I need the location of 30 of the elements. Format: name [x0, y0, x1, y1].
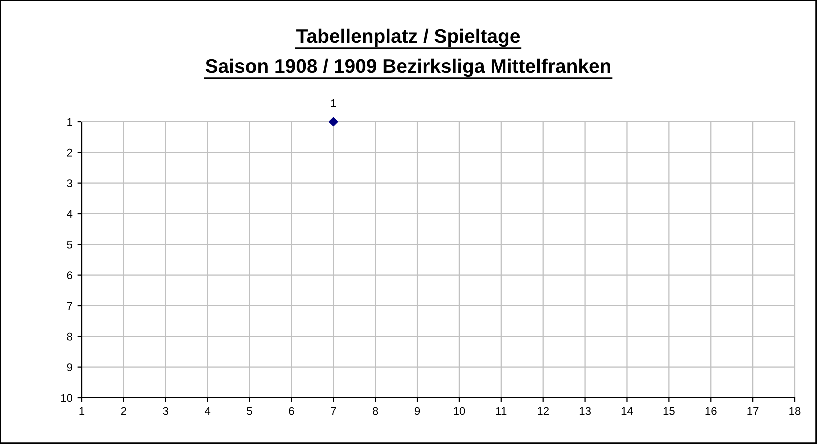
x-tick-label: 18	[790, 407, 801, 416]
y-tick-label: 8	[67, 332, 72, 341]
x-tick-label: 8	[372, 407, 378, 416]
x-tick-label: 17	[748, 407, 759, 416]
chart-title: Tabellenplatz / Spieltage Saison 1908 / 1909 Bezirksliga Mittelfranken	[206, 28, 610, 78]
x-tick-label: 3	[163, 407, 168, 416]
data-label: 1	[331, 100, 336, 108]
x-tick-label: 14	[622, 407, 634, 416]
x-tick-label: 11	[496, 407, 507, 416]
y-tick-label: 10	[61, 394, 73, 402]
x-tick-label: 16	[706, 407, 717, 416]
x-tick-label: 13	[580, 407, 591, 416]
x-tick-label: 1	[80, 407, 85, 416]
y-tick-label: 5	[67, 241, 73, 249]
y-tick-label: 4	[67, 210, 73, 218]
x-tick-label: 15	[664, 407, 675, 416]
y-tick-label: 7	[67, 302, 72, 310]
y-tick-label: 1	[68, 118, 72, 126]
y-tick-label: 3	[67, 180, 72, 188]
x-tick-label: 7	[331, 407, 336, 416]
y-tick-label: 2	[67, 148, 72, 157]
x-tick-label: 2	[121, 407, 126, 416]
x-tick-label: 4	[204, 407, 211, 416]
y-tick-label: 9	[67, 364, 72, 372]
x-tick-label: 5	[247, 407, 252, 416]
x-tick-label: 10	[454, 407, 466, 416]
x-tick-label: 6	[289, 407, 294, 416]
x-tick-label: 12	[538, 407, 549, 416]
x-tick-label: 9	[414, 407, 420, 416]
y-tick-label: 6	[67, 272, 72, 280]
